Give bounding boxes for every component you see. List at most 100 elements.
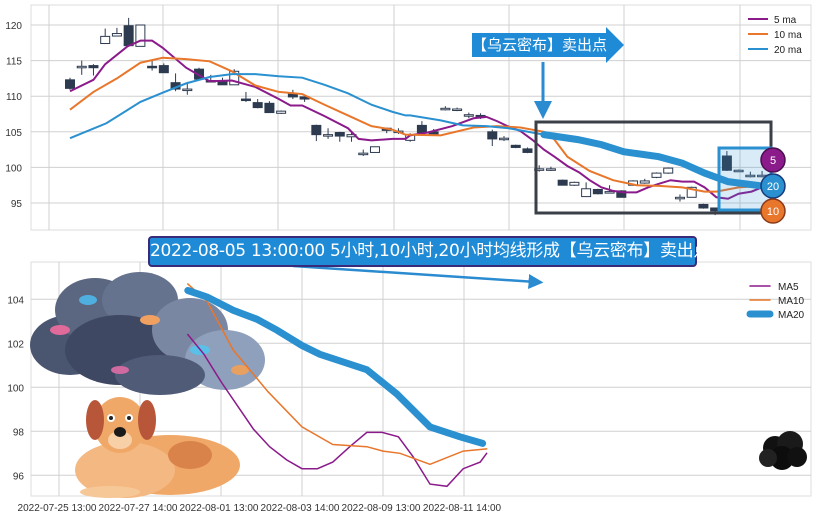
candle [76, 60, 87, 75]
candle-body [674, 196, 685, 200]
illustrations [30, 272, 807, 498]
x-tick-label: 2022-08-09 13:00 [342, 503, 421, 514]
candle-body [499, 137, 510, 141]
candle-body [651, 172, 662, 178]
candle [545, 166, 556, 171]
candle-body [592, 188, 603, 195]
candle [452, 107, 463, 112]
candle [252, 99, 263, 109]
candle [733, 169, 744, 173]
y-tick-label: 115 [6, 57, 22, 68]
candle-body [452, 108, 463, 112]
badge-ma10: 10 [760, 198, 786, 224]
legend-label: 5 ma [774, 15, 797, 26]
candle [88, 64, 99, 76]
candle-body [334, 132, 345, 137]
candle-body [147, 65, 158, 69]
candle [311, 124, 322, 142]
candle [276, 110, 287, 114]
candle-body [369, 146, 380, 153]
candle-body [311, 124, 322, 136]
candle-body [721, 155, 732, 171]
y-tick-label: 100 [7, 383, 24, 394]
candle [592, 188, 603, 195]
x-tick-label: 2022-08-11 14:00 [423, 503, 502, 514]
candle [499, 136, 510, 142]
candle-body [158, 65, 169, 74]
candle-body [463, 114, 474, 117]
candle [674, 194, 685, 202]
line-MA20 [184, 287, 487, 447]
y-tick-label: 104 [7, 295, 24, 306]
y-tick-label: 102 [7, 339, 24, 350]
top-chart-candles [65, 17, 768, 216]
candle [111, 27, 122, 37]
candle [369, 146, 380, 153]
candle-body [733, 169, 744, 173]
candle [358, 149, 369, 157]
top-chart-y-ticks: 120 115 110 105 100 95 [5, 21, 22, 210]
line-MA5 [187, 333, 488, 488]
bottom-chart-ticks: 104 102 100 98 96 2022-07-25 13:00 2022-07-27 … [7, 295, 501, 514]
x-tick-label: 2022-08-03 14:00 [261, 503, 340, 514]
candle [65, 77, 75, 90]
top-chart-annotations: 5 20 10 [472, 27, 786, 224]
candle-body [698, 203, 709, 209]
y-tick-label: 120 [5, 21, 22, 32]
ma-line-10ma [69, 56, 763, 193]
candle [745, 171, 756, 178]
svg-text:5: 5 [770, 155, 776, 167]
candle-body [686, 186, 697, 198]
y-tick-label: 105 [5, 128, 22, 139]
top-chart-legend: 5 ma 10 ma 20 ma [748, 15, 802, 56]
candle [651, 172, 662, 179]
candle [581, 182, 592, 198]
candle [639, 178, 650, 184]
storm-cloud-illustration [30, 272, 265, 395]
candle-body [663, 167, 674, 174]
candle [323, 128, 334, 139]
legend-label: MA10 [778, 296, 805, 307]
bottom-chart-ma-lines [184, 283, 488, 488]
legend-label: MA20 [778, 310, 805, 321]
candle-body [569, 181, 580, 186]
candle-body [135, 24, 146, 47]
candle-body [76, 65, 87, 69]
signal-banner: 2022-08-05 13:00:00 5小时,10小时,20小时均线形成【乌云… [148, 236, 710, 267]
candle-body [510, 144, 521, 148]
candle [334, 131, 345, 142]
candle-body [182, 88, 193, 92]
small-dark-cloud-illustration [759, 431, 807, 470]
candle-body [252, 102, 263, 109]
pointer-arrow-icon [292, 264, 544, 289]
line-MA10 [187, 283, 488, 466]
candle-body [416, 124, 427, 134]
candle-body [88, 65, 99, 69]
badge-ma20: 20 [760, 173, 786, 199]
y-tick-label: 100 [5, 163, 22, 174]
legend-label: MA5 [778, 282, 799, 293]
candle [569, 181, 580, 186]
candle-body [745, 174, 756, 178]
sell-signal-label: 【乌云密布】卖出点 [472, 36, 608, 54]
candle-body [65, 79, 75, 89]
candle-body [581, 188, 592, 198]
candle [147, 60, 158, 71]
candle [240, 91, 251, 102]
x-tick-label: 2022-07-27 14:00 [99, 503, 178, 514]
candle [158, 63, 169, 74]
candle-body [276, 110, 287, 114]
candle-body [123, 25, 134, 47]
candle-body [358, 152, 369, 156]
x-tick-label: 2022-07-25 13:00 [18, 503, 97, 514]
candle [100, 28, 111, 45]
candle-body [440, 107, 451, 111]
top-chart-grid [30, 4, 812, 231]
candle [721, 151, 732, 171]
candle-body [639, 180, 650, 184]
candle [264, 101, 275, 114]
candle [463, 112, 474, 119]
candle [698, 203, 709, 209]
candle [510, 144, 521, 149]
candle-body [100, 35, 111, 45]
